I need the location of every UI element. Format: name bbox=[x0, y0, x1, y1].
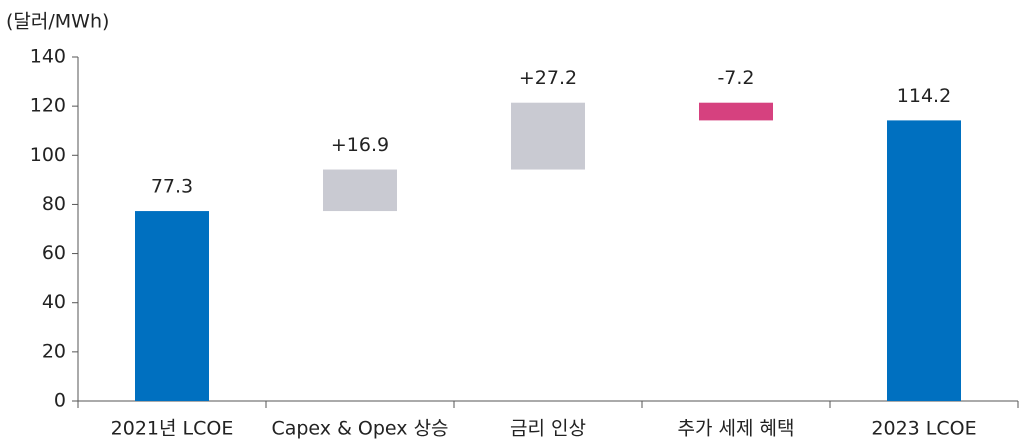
bar bbox=[323, 169, 397, 212]
y-axis-label: (달러/MWh) bbox=[6, 11, 109, 33]
x-tick-label: Capex & Opex 상승 bbox=[271, 418, 448, 440]
bar bbox=[699, 102, 773, 121]
value-label: -7.2 bbox=[717, 67, 754, 89]
y-tick-label: 60 bbox=[42, 242, 66, 264]
y-tick-label: 20 bbox=[42, 340, 66, 362]
x-tick-label: 2021년 LCOE bbox=[111, 418, 234, 440]
value-label: +27.2 bbox=[519, 67, 577, 89]
y-tick-label: 80 bbox=[42, 193, 66, 215]
y-tick-label: 40 bbox=[42, 291, 66, 313]
y-tick-label: 140 bbox=[30, 46, 66, 68]
bar bbox=[135, 211, 209, 401]
value-label: +16.9 bbox=[331, 134, 389, 156]
y-tick-label: 0 bbox=[54, 390, 66, 412]
x-tick-label: 금리 인상 bbox=[510, 418, 586, 440]
value-label: 114.2 bbox=[897, 85, 951, 107]
bar bbox=[887, 120, 961, 401]
x-tick-label: 2023 LCOE bbox=[871, 418, 976, 440]
value-label: 77.3 bbox=[151, 176, 193, 198]
y-tick-label: 120 bbox=[30, 95, 66, 117]
x-tick-label: 추가 세제 혜택 bbox=[678, 418, 795, 440]
bar bbox=[511, 102, 585, 170]
y-tick-label: 100 bbox=[30, 144, 66, 166]
